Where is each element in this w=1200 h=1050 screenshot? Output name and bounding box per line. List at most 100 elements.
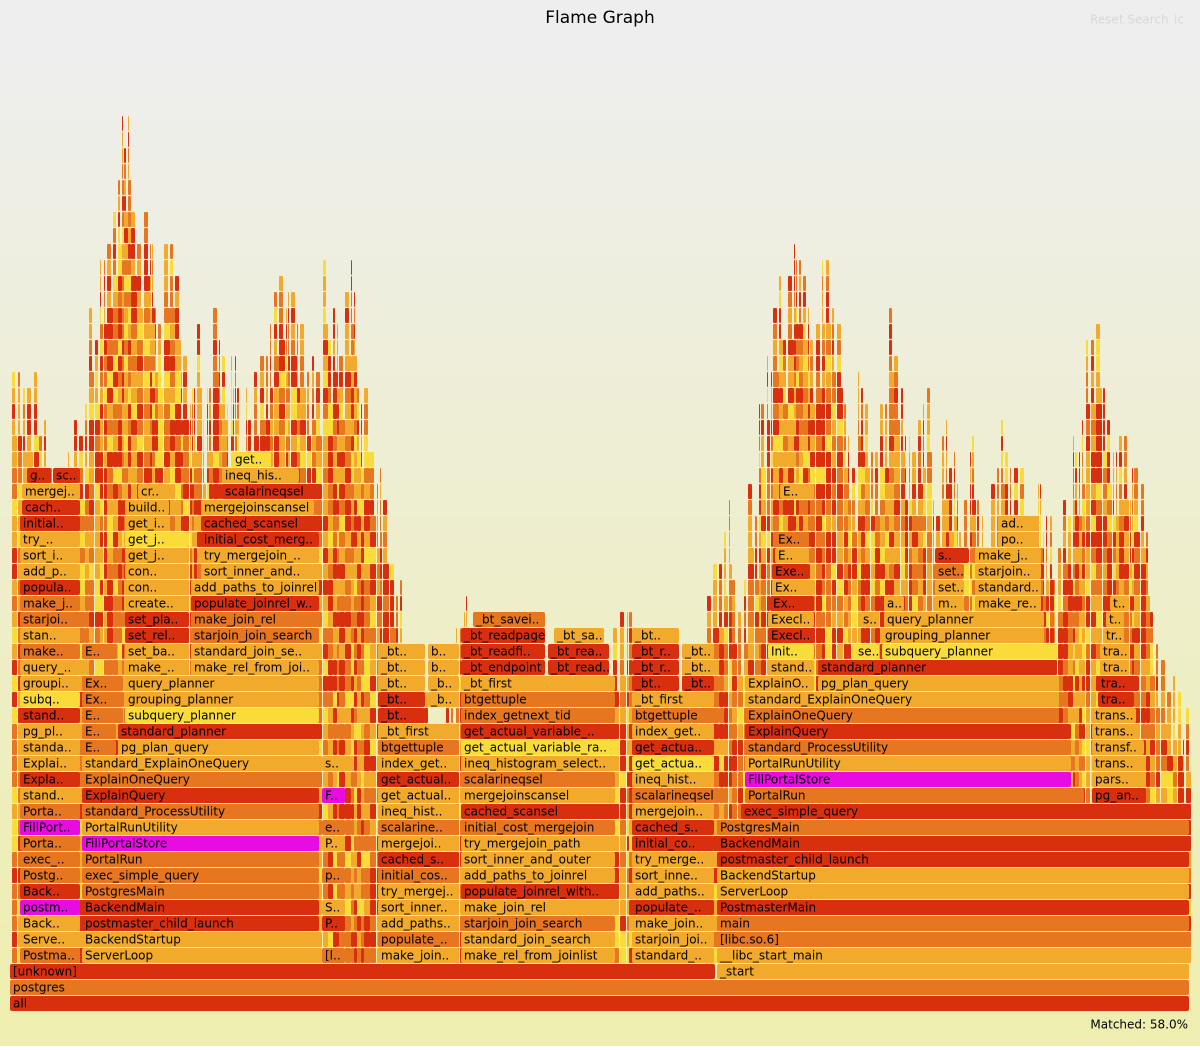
- frame: [732, 692, 737, 707]
- ignore-case[interactable]: ic: [1174, 13, 1184, 27]
- frame: [724, 660, 728, 675]
- frame: [155, 452, 158, 467]
- frame: [270, 388, 273, 403]
- frame: [231, 404, 232, 419]
- frame: [613, 660, 617, 675]
- frame: [354, 452, 357, 467]
- frame: [364, 660, 370, 675]
- frame: [328, 884, 333, 899]
- frame: [351, 564, 354, 579]
- frame: [748, 516, 752, 531]
- frame: [85, 420, 87, 435]
- frame: [274, 452, 279, 467]
- frame: [89, 660, 94, 675]
- frame: [316, 388, 320, 403]
- frame: [361, 852, 364, 867]
- frame: [197, 484, 202, 499]
- frame: [122, 260, 124, 275]
- frame: [724, 612, 728, 627]
- frame: [370, 676, 376, 691]
- frame: [286, 452, 288, 467]
- frame: [771, 484, 773, 499]
- frame: [354, 612, 357, 627]
- frame: [339, 372, 343, 387]
- frame: [328, 564, 333, 579]
- frame: [370, 532, 376, 547]
- frame: [197, 356, 200, 371]
- frame: [316, 468, 322, 483]
- frame: [339, 516, 345, 531]
- frame: [150, 292, 151, 307]
- frame: [12, 724, 17, 739]
- frame: [104, 532, 107, 547]
- frame: [323, 580, 328, 595]
- frame: [364, 468, 370, 483]
- frame: [39, 436, 42, 451]
- frame: [333, 340, 335, 355]
- frame: [755, 612, 759, 627]
- frame: [152, 452, 155, 467]
- reset-search[interactable]: Reset Search: [1090, 13, 1169, 27]
- frame: [128, 372, 131, 387]
- frame: [137, 292, 141, 307]
- frame: [333, 596, 337, 611]
- frame: [107, 628, 113, 643]
- frame: [164, 308, 170, 323]
- frame: [370, 484, 374, 499]
- frame: [118, 356, 122, 371]
- frame: [354, 852, 357, 867]
- frame: [627, 820, 629, 835]
- frame: [300, 388, 306, 403]
- frame: [370, 724, 376, 739]
- frame: [170, 452, 175, 467]
- frame: [219, 356, 220, 371]
- frame: [85, 516, 89, 531]
- frame: [175, 500, 181, 515]
- frame: [337, 340, 338, 355]
- frame: [627, 916, 629, 931]
- frame: [104, 484, 107, 499]
- frame: [337, 644, 339, 659]
- frame: [89, 500, 94, 515]
- frame: [254, 372, 257, 387]
- frame: [274, 308, 277, 323]
- frame: [79, 516, 85, 531]
- frame: [354, 388, 357, 403]
- frame: [150, 244, 151, 259]
- frame: [627, 660, 628, 675]
- frame: [131, 276, 137, 291]
- frame: [190, 468, 192, 483]
- frame: [364, 420, 368, 435]
- frame: [113, 484, 118, 499]
- frame: [190, 548, 192, 563]
- frame: [361, 532, 364, 547]
- frame: [100, 564, 103, 579]
- frame: [383, 500, 387, 515]
- frame: [144, 436, 150, 451]
- frame: [12, 644, 17, 659]
- frame: [113, 244, 116, 259]
- frame: [361, 884, 364, 899]
- frame: [357, 484, 361, 499]
- frame: [288, 308, 289, 323]
- frame: [323, 884, 328, 899]
- frame: [345, 820, 351, 835]
- frame: [370, 916, 376, 931]
- frame: [370, 948, 376, 963]
- frame: [323, 564, 328, 579]
- frame: [175, 436, 181, 451]
- frame: [213, 468, 219, 483]
- frame: [351, 740, 354, 755]
- frame: [137, 436, 143, 451]
- frame: [771, 516, 773, 531]
- frame: [150, 388, 152, 403]
- frame: [323, 468, 328, 483]
- frame: [274, 292, 277, 307]
- frame: [104, 388, 107, 403]
- frame: [113, 276, 118, 291]
- frame: [227, 404, 228, 419]
- frame: [351, 948, 354, 963]
- frame: [333, 884, 337, 899]
- frame: [361, 708, 364, 723]
- frame: [361, 452, 362, 467]
